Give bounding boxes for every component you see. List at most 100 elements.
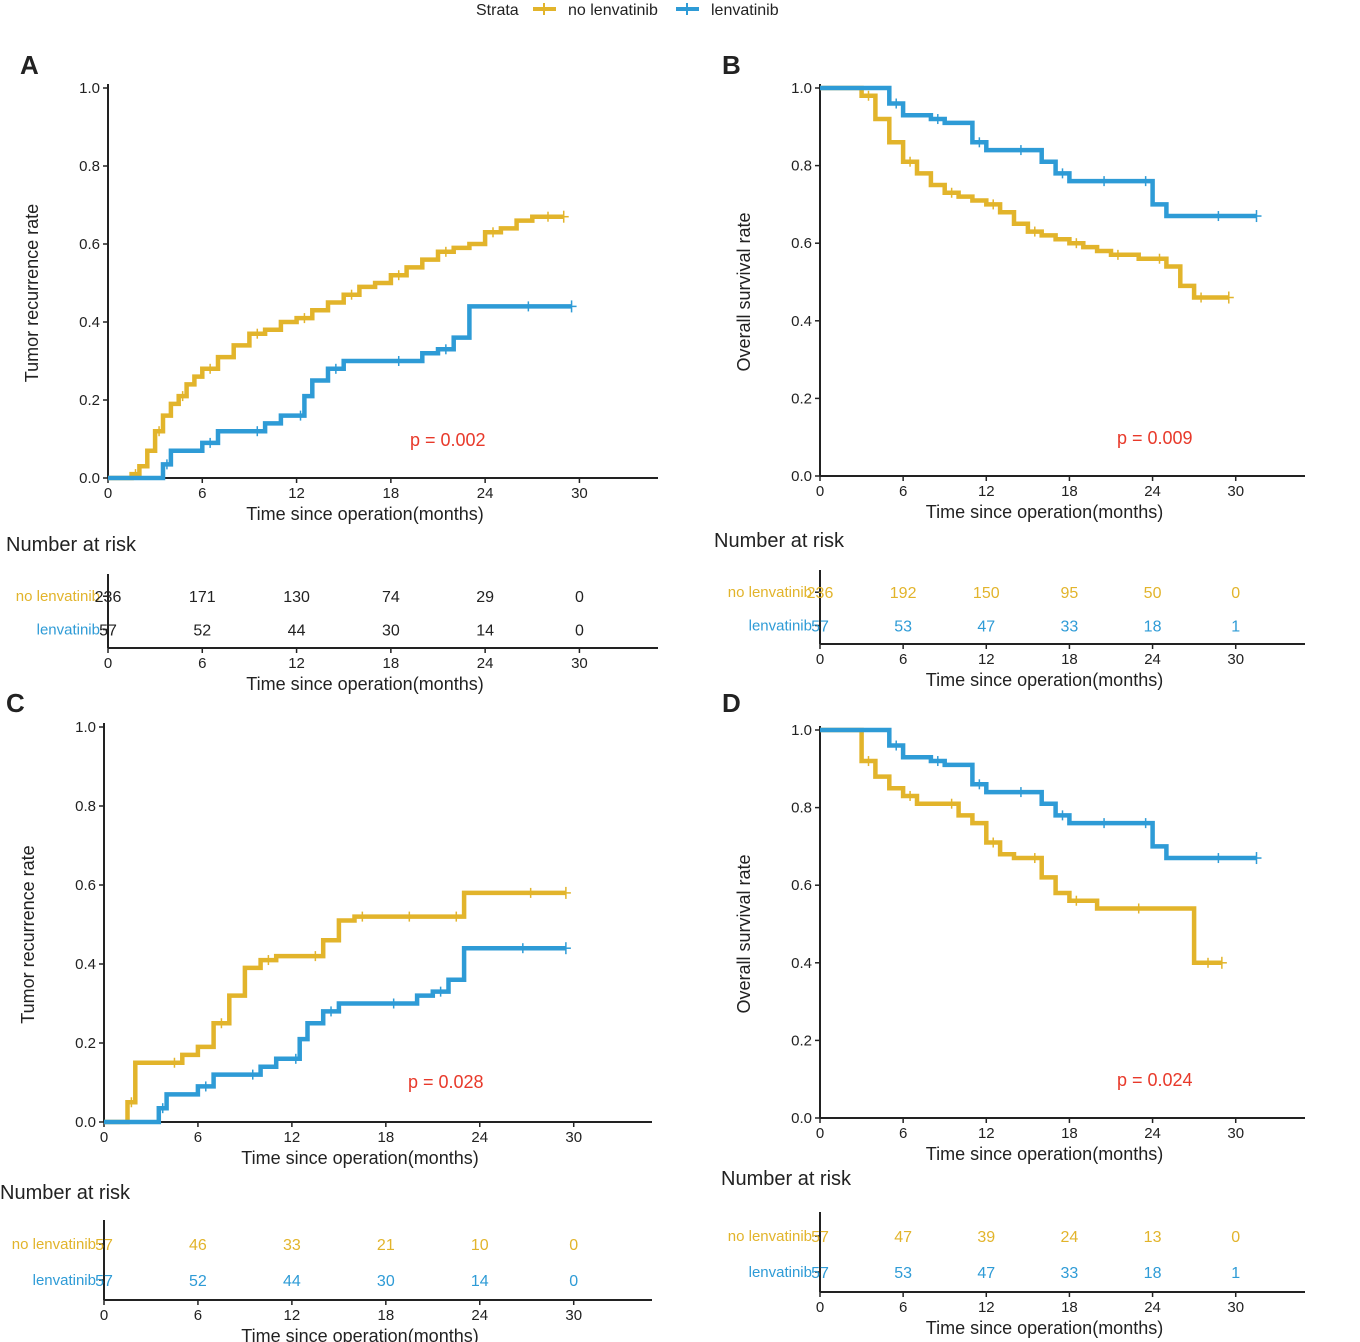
risk-value: 236 [807,585,834,602]
p-value-a: p = 0.002 [410,430,486,450]
x-tick-label: 30 [565,1129,582,1146]
panel-a: A 0.0 0.2 0.4 0.6 0.8 1.0 0 6 12 18 24 30 Time since… [0,40,680,700]
risk-value: 30 [382,623,400,640]
risk-value: 192 [890,585,917,602]
legend: Strata no lenvatinib lenvatinib [476,2,779,19]
risk-x-tick-label: 18 [377,1307,394,1324]
y-tick-label: 0.2 [79,392,100,409]
risk-value: 0 [575,623,584,640]
panel-c: C 0.0 0.2 0.4 0.6 0.8 1.0 0 6 12 18 24 30 Time since… [0,682,680,1342]
risk-value: 44 [283,1273,301,1290]
km-curve-no-lenvatinib [108,214,564,481]
y-tick-label: 0.6 [791,235,812,252]
risk-x-tick-label: 0 [104,655,112,672]
x-tick-label: 12 [284,1129,301,1146]
p-value-b: p = 0.009 [1117,428,1193,448]
risk-value: 130 [283,589,310,606]
y-tick-label: 0.2 [791,390,812,407]
risk-x-tick-label: 6 [899,1299,907,1316]
risk-value: 57 [95,1237,113,1254]
risk-x-tick-label: 30 [565,1307,582,1324]
risk-value: 0 [569,1273,578,1290]
y-axis-label: Tumor recurrence rate [22,204,42,382]
x-tick-label: 18 [1061,1125,1078,1142]
x-tick-label: 12 [288,485,305,502]
risk-value: 50 [1144,585,1162,602]
risk-row-label: no lenvatinib [728,1228,812,1245]
x-axis-label: Time since operation(months) [926,502,1163,522]
risk-value: 95 [1061,585,1079,602]
x-tick-label: 24 [471,1129,488,1146]
y-tick-label: 0.8 [791,800,812,817]
x-tick-label: 0 [816,1125,824,1142]
x-tick-label: 24 [477,485,494,502]
y-tick-label: 0.4 [791,313,812,330]
risk-x-axis-label: Time since operation(months) [246,674,483,694]
risk-value: 53 [894,1265,912,1282]
risk-value: 14 [471,1273,489,1290]
y-tick-label: 0.8 [791,158,812,175]
panel-letter-d: D [722,688,741,718]
risk-value: 47 [977,619,995,636]
p-value-d: p = 0.024 [1117,1070,1193,1090]
risk-value: 0 [1231,585,1240,602]
risk-x-tick-label: 0 [100,1307,108,1324]
risk-x-tick-label: 24 [1144,1299,1161,1316]
risk-x-tick-label: 18 [383,655,400,672]
risk-value: 29 [476,589,494,606]
risk-value: 1 [1231,619,1240,636]
risk-x-tick-label: 6 [194,1307,202,1324]
y-tick-label: 0.4 [791,955,812,972]
km-curve-no-lenvatinib [104,890,566,1125]
risk-value: 1 [1231,1265,1240,1282]
risk-x-tick-label: 18 [1061,651,1078,668]
risk-x-tick-label: 12 [288,655,305,672]
risk-x-tick-label: 24 [477,655,494,672]
x-tick-label: 18 [383,485,400,502]
legend-label-no-lenvatinib: no lenvatinib [568,2,658,19]
risk-value: 0 [575,589,584,606]
y-tick-label: 1.0 [79,80,100,97]
x-tick-label: 0 [104,485,112,502]
risk-value: 57 [811,619,829,636]
x-tick-label: 6 [194,1129,202,1146]
risk-value: 14 [476,623,494,640]
risk-x-axis-label: Time since operation(months) [241,1326,478,1342]
x-tick-label: 12 [978,483,995,500]
risk-x-tick-label: 6 [198,655,206,672]
x-tick-label: 24 [1144,483,1161,500]
risk-x-axis-label: Time since operation(months) [926,1318,1163,1338]
panel-d: D 0.0 0.2 0.4 0.6 0.8 1.0 0 6 12 18 24 30 Time since… [680,682,1360,1342]
legend-title: Strata [476,2,519,19]
panel-b: B 0.0 0.2 0.4 0.6 0.8 1.0 0 6 12 18 24 30 Time since… [680,40,1360,700]
risk-x-tick-label: 30 [571,655,588,672]
x-tick-label: 12 [978,1125,995,1142]
risk-value: 46 [189,1237,207,1254]
risk-value: 52 [189,1273,207,1290]
risk-value: 10 [471,1237,489,1254]
km-plot-b: 0.0 0.2 0.4 0.6 0.8 1.0 0 6 12 18 24 30 Time since o… [734,80,1305,522]
risk-value: 0 [569,1237,578,1254]
y-tick-label: 0.0 [791,1110,812,1127]
risk-row-label: no lenvatinib [16,588,100,605]
risk-value: 18 [1144,619,1162,636]
risk-x-tick-label: 30 [1227,1299,1244,1316]
risk-value: 0 [1231,1229,1240,1246]
risk-value: 30 [377,1273,395,1290]
y-tick-label: 0.0 [791,468,812,485]
risk-x-tick-label: 30 [1227,651,1244,668]
x-axis-label: Time since operation(months) [246,504,483,524]
p-value-c: p = 0.028 [408,1072,484,1092]
y-tick-label: 0.2 [75,1035,96,1052]
risk-x-tick-label: 12 [284,1307,301,1324]
risk-x-tick-label: 24 [1144,651,1161,668]
y-tick-label: 0.6 [79,236,100,253]
km-plot-c: 0.0 0.2 0.4 0.6 0.8 1.0 0 6 12 18 24 30 Time since o… [18,719,652,1168]
risk-x-tick-label: 24 [471,1307,488,1324]
x-tick-label: 6 [899,483,907,500]
x-tick-label: 24 [1144,1125,1161,1142]
risk-value: 24 [1061,1229,1079,1246]
y-tick-label: 1.0 [75,719,96,736]
risk-value: 47 [894,1229,912,1246]
